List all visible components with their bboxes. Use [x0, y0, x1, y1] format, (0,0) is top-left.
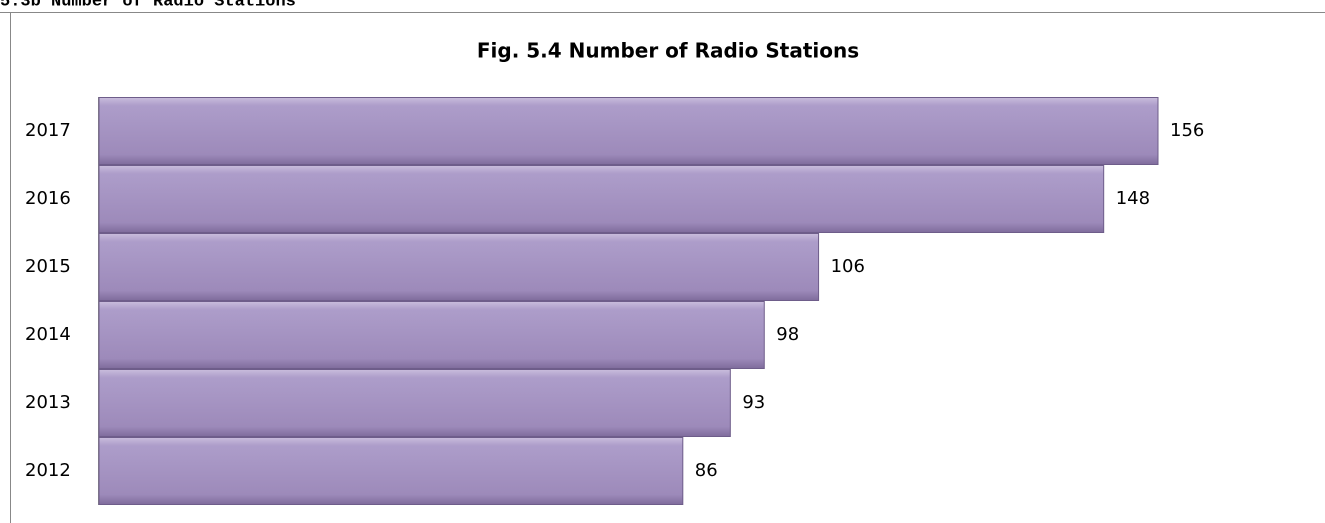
category-label: 2013 [25, 392, 71, 413]
value-label: 86 [695, 460, 718, 481]
category-label: 2012 [25, 460, 71, 481]
category-label: 2014 [25, 324, 71, 345]
bar [98, 301, 765, 369]
bar [98, 369, 731, 437]
bar [98, 233, 820, 301]
bar [98, 165, 1105, 233]
category-label: 2017 [25, 120, 71, 141]
value-label: 148 [1116, 188, 1150, 209]
bar [98, 97, 1159, 165]
chart-title: Fig. 5.4 Number of Radio Stations [477, 39, 859, 63]
category-label: 2015 [25, 256, 71, 277]
value-label: 93 [742, 392, 765, 413]
value-label: 156 [1170, 120, 1204, 141]
value-label: 106 [831, 256, 865, 277]
category-label: 2016 [25, 188, 71, 209]
value-label: 98 [776, 324, 799, 345]
bar [98, 437, 684, 505]
section-heading: 5.3b Number of Radio Stations [0, 0, 296, 11]
